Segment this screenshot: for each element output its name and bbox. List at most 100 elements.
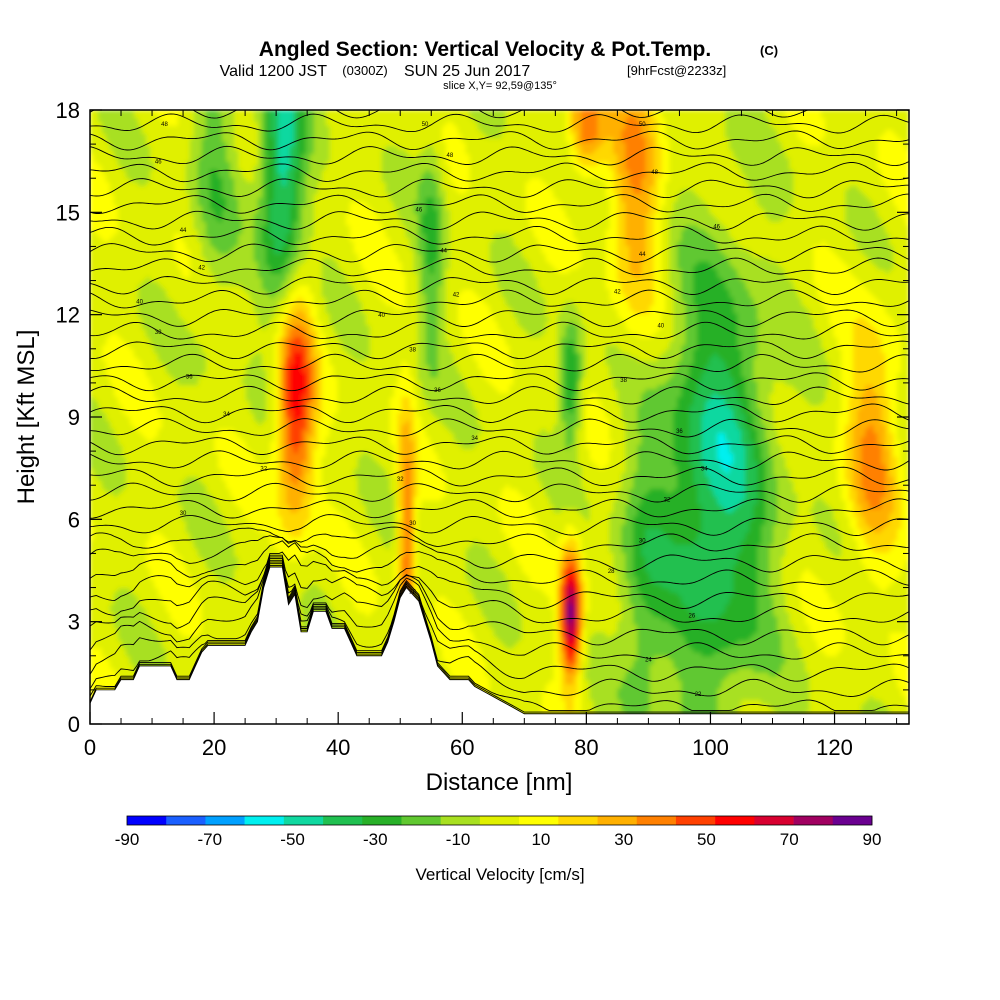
colorbar-tick-label: 30 [614,830,633,849]
isentrope-label: 34 [223,412,230,418]
colorbar-tick-label: -10 [446,830,471,849]
isentrope-label: 50 [422,122,429,128]
valid-time-prefix: Valid 1200 JST [220,63,328,80]
isentrope-label: 46 [713,224,720,230]
isentrope-label: 32 [397,477,404,483]
vertical-velocity-field [90,110,909,724]
x-tick-label: 20 [202,735,226,760]
isentrope-line [90,514,909,536]
isentrope-label: 42 [453,293,460,299]
isentrope-line [90,551,909,609]
colorbar-tick-label: 70 [780,830,799,849]
isentrope-line [90,372,909,392]
y-tick-label: 9 [68,405,80,430]
isentrope-line [90,243,909,263]
chart-title: Angled Section: Vertical Velocity & Pot.… [259,38,711,61]
y-tick-label: 6 [68,507,80,532]
terrain-profile [90,566,909,724]
isentrope-line [90,535,909,573]
valid-date: SUN 25 Jun 2017 [404,63,530,80]
colorbar-title: Vertical Velocity [cm/s] [415,865,584,884]
isentrope-label: 40 [136,300,143,306]
isentrope-line [90,554,909,624]
isentrope-line [90,113,909,134]
x-tick-label: 120 [816,735,853,760]
isentrope-line [90,210,909,231]
colorbar-swatch [597,816,638,825]
colorbar-tick-label: 50 [697,830,716,849]
colorbar-swatch [205,816,245,825]
isentrope-label: 38 [409,347,416,353]
isentrope-line [90,145,909,167]
isentrope-line [90,193,909,214]
chart-header: Angled Section: Vertical Velocity & Pot.… [220,38,778,92]
colorbar-tick-label: -90 [115,830,140,849]
x-axis: 0 20 40 60 80 100 120 [84,110,898,760]
isentrope-line [90,321,909,340]
y-tick-label: 3 [68,610,80,635]
colorbar-swatch [127,816,167,825]
isentrope-label: 46 [155,160,162,166]
isentrope-label: 40 [378,313,385,319]
colorbar-swatch [754,816,794,825]
isentrope-label: 34 [471,436,478,442]
y-tick-label: 18 [56,98,80,123]
colorbar-swatch [832,816,873,825]
isentrope-line [90,403,909,424]
isentrope-label: 48 [161,122,168,128]
colorbar-swatch [636,816,677,825]
isentrope-label: 48 [651,170,658,176]
isentrope-label: 46 [415,207,422,213]
colorbar-tick-labels: -90 -70 -50 -30 -10 10 30 50 70 90 [115,830,882,849]
isentrope-line [90,289,909,309]
x-tick-label: 100 [692,735,729,760]
isentrope-label: 26 [688,613,695,619]
colorbar-tick-label: 90 [863,830,882,849]
isentrope-label: 28 [608,569,615,575]
colorbar-swatch [440,816,481,825]
isentrope-line [90,558,909,660]
isentrope-label: 40 [657,323,664,329]
isentrope-label: 38 [620,378,627,384]
isentrope-label: 22 [695,692,702,698]
colorbar-swatch [244,816,285,825]
isentrope-label: 32 [260,467,267,473]
colorbar-swatch [323,816,363,825]
isentrope-line [90,556,909,646]
x-tick-label: 80 [574,735,598,760]
isentrope-label: 24 [645,658,652,664]
isentrope-line [90,561,909,697]
plot-area: 48 46 44 42 40 38 36 34 32 30 50 48 46 44 42 40 38 36 34 32… [90,110,909,724]
colorbar-tick-label: 10 [531,830,550,849]
isentrope-label: 32 [664,497,671,503]
x-tick-label: 60 [450,735,474,760]
isentrope-line [90,450,909,471]
isentrope-line [90,564,909,713]
isentrope-label: 50 [639,122,646,128]
isentrope-label: 30 [180,511,187,517]
colorbar-swatch [675,816,716,825]
y-tick-label: 15 [56,200,80,225]
isentrope-line [90,162,909,183]
isentrope-line [90,130,909,151]
x-tick-label: 0 [84,735,96,760]
isentrope-label: 30 [639,538,646,544]
isentrope-label: 44 [440,248,447,254]
isentrope-line [90,559,909,682]
isentrope-line [90,178,909,199]
y-axis-label: Height [Kft MSL] [13,330,40,505]
isentrope-label: 30 [409,521,416,527]
isentrope-line [90,482,909,503]
colorbar-tick-label: -70 [198,830,223,849]
colorbar-swatch [166,816,206,825]
isentrope-line [90,526,909,552]
isentrope-label: 36 [434,388,441,394]
isentrope-line [90,225,909,246]
slice-label: slice X,Y= 92,59@135° [443,80,557,92]
isentrope-line [90,353,909,373]
isentrope-line [90,466,909,487]
isentrope-line [90,435,909,456]
isentrope-line [90,276,909,295]
isentrope-label-group: 48 46 44 42 40 38 36 34 32 30 50 48 46 44 42 40 38 36 34 32… [136,122,720,698]
